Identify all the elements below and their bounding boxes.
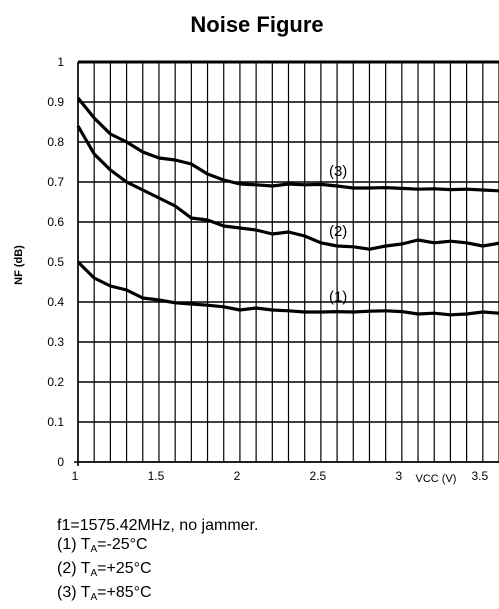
y-tick-label: 0.1: [47, 415, 64, 429]
chart-notes: f1=1575.42MHz, no jammer. (1) TA=-25°C (…: [57, 516, 258, 607]
series-label-2: (2): [329, 223, 347, 240]
y-tick-label: 1: [57, 55, 64, 69]
x-tick-label: 1.5: [148, 469, 165, 483]
y-tick-label: 0: [57, 455, 64, 469]
note-series-1: (1) TA=-25°C: [57, 536, 148, 555]
series-label-1: (1): [329, 289, 347, 306]
series-line-1: [76, 260, 499, 317]
y-tick-label: 0.6: [47, 215, 64, 229]
note-frequency: f1=1575.42MHz, no jammer.: [57, 517, 259, 534]
series-line-2: [76, 125, 499, 251]
chart-title: Noise Figure: [190, 12, 323, 37]
y-tick-label: 0.5: [47, 255, 64, 269]
y-tick-label: 0.7: [47, 175, 64, 189]
x-tick-label: 2: [234, 469, 241, 483]
series-line-3: [76, 96, 499, 193]
note-series-2: (2) TA=+25°C: [57, 560, 152, 579]
x-tick-label: 2.5: [310, 469, 327, 483]
y-tick-label: 0.9: [47, 95, 64, 109]
x-tick-label: 3.5: [471, 469, 488, 483]
y-axis-label: NF (dB): [13, 245, 25, 285]
y-tick-label: 0.8: [47, 135, 64, 149]
x-axis-label: VCC (V): [416, 473, 457, 485]
y-tick-label: 0.4: [47, 295, 64, 309]
y-tick-label: 0.3: [47, 335, 64, 349]
x-tick-labels: 1 1.5 2 2.5 3 3.5: [72, 469, 489, 483]
x-tick-label: 3: [396, 469, 403, 483]
x-tick-label: 1: [72, 469, 79, 483]
y-tick-labels: 0 0.1 0.2 0.3 0.4 0.5 0.6 0.7 0.8 0.9 1: [47, 55, 64, 469]
series-labels: (1) (2) (3): [329, 163, 347, 306]
note-series-3: (3) TA=+85°C: [57, 584, 152, 603]
chart-series: [76, 96, 499, 317]
series-label-3: (3): [329, 163, 347, 180]
chart-grid: [74, 60, 499, 466]
y-tick-label: 0.2: [47, 375, 64, 389]
